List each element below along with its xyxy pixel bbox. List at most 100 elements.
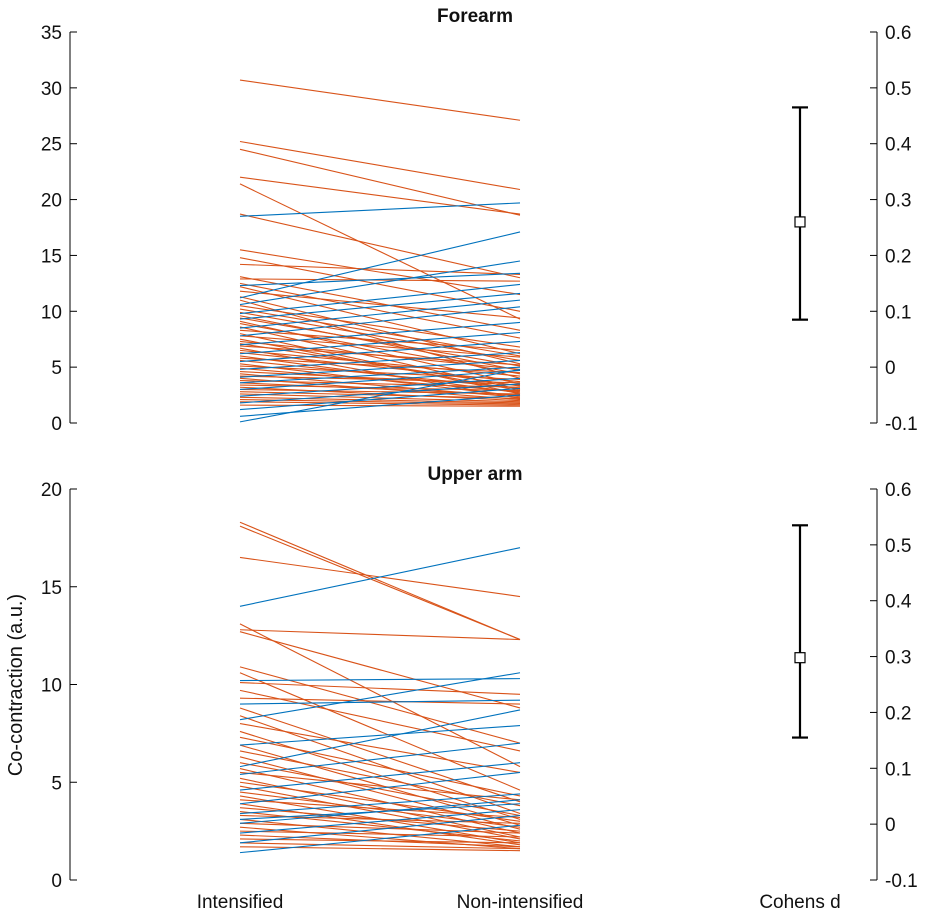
forearm-right-ticks: -0.1 0 0.1 0.2 0.3 0.4 0.5 0.6 bbox=[870, 23, 918, 435]
forearm-subject-line-decrease bbox=[239, 349, 521, 377]
upper-arm-subject-line-decrease bbox=[239, 672, 521, 791]
forearm-subject-line-decrease bbox=[239, 249, 521, 296]
forearm-ytick-label: 10 bbox=[41, 302, 62, 323]
forearm-subject-line-increase bbox=[239, 387, 521, 411]
upper-arm-y2tick-label: 0.2 bbox=[885, 703, 911, 724]
forearm-subject-line-decrease bbox=[239, 343, 521, 387]
upper-arm-subject-line-increase bbox=[239, 803, 521, 820]
upper-arm-series bbox=[239, 521, 521, 854]
forearm-left-ticks: 0 5 10 15 20 25 30 35 bbox=[41, 23, 77, 435]
upper-arm-subject-line-increase bbox=[239, 672, 521, 721]
forearm-y2tick-label: 0.2 bbox=[885, 246, 911, 267]
upper-arm-subject-line-increase bbox=[239, 709, 521, 768]
upper-arm-title: Upper arm bbox=[427, 464, 522, 485]
forearm-subject-line-increase bbox=[239, 321, 521, 346]
forearm-subject-line-increase bbox=[239, 359, 521, 378]
upper-arm-y2tick-label: 0.1 bbox=[885, 759, 911, 780]
forearm-subject-line-decrease bbox=[239, 379, 521, 388]
upper-arm-left-ticks: 0 5 10 15 20 bbox=[41, 480, 77, 892]
forearm-subject-line-increase bbox=[239, 331, 521, 355]
forearm-y2tick-label: 0.3 bbox=[885, 191, 911, 212]
forearm-panel: Forearm 0 5 10 15 20 25 30 35 -0.1 0 0.1 0.2 0.3 0.4… bbox=[41, 6, 918, 435]
upper-arm-subject-line-increase bbox=[239, 725, 521, 746]
forearm-subject-line-increase bbox=[239, 369, 521, 391]
upper-arm-subject-line-decrease bbox=[239, 846, 521, 852]
forearm-subject-line-decrease bbox=[239, 311, 521, 361]
forearm-ytick-label: 5 bbox=[51, 358, 62, 379]
upper-arm-subject-line-decrease bbox=[239, 631, 521, 709]
upper-arm-subject-line-decrease bbox=[239, 723, 521, 774]
forearm-subject-line-decrease bbox=[239, 290, 521, 319]
forearm-ytick-label: 25 bbox=[41, 135, 62, 156]
upper-arm-ytick-label: 0 bbox=[51, 871, 62, 892]
forearm-subject-line-decrease bbox=[239, 213, 521, 279]
upper-arm-subject-line-decrease bbox=[239, 842, 521, 850]
upper-arm-y2tick-label: 0.3 bbox=[885, 648, 911, 669]
upper-arm-y2tick-label: -0.1 bbox=[885, 871, 918, 892]
upper-arm-effect-marker bbox=[794, 652, 806, 664]
y-axis-label: Co-contraction (a.u.) bbox=[5, 594, 27, 776]
forearm-effect-size bbox=[792, 106, 808, 321]
upper-arm-effect-size bbox=[792, 524, 808, 739]
forearm-ytick-label: 15 bbox=[41, 246, 62, 267]
upper-arm-subject-line-decrease bbox=[239, 666, 521, 744]
upper-arm-subject-line-decrease bbox=[239, 791, 521, 828]
upper-arm-subject-line-increase bbox=[239, 547, 521, 607]
forearm-subject-line-increase bbox=[239, 231, 521, 299]
forearm-subject-line-decrease bbox=[239, 371, 521, 386]
forearm-series bbox=[239, 79, 521, 423]
upper-arm-y2tick-label: 0.6 bbox=[885, 480, 911, 501]
upper-arm-y2tick-label: 0.5 bbox=[885, 536, 911, 557]
forearm-subject-line-increase bbox=[239, 366, 521, 384]
x-label-cohens-d: Cohens d bbox=[759, 892, 840, 913]
forearm-y2tick-label: 0.1 bbox=[885, 302, 911, 323]
upper-arm-subject-line-decrease bbox=[239, 629, 521, 641]
upper-arm-subject-line-decrease bbox=[239, 521, 521, 641]
forearm-subject-line-decrease bbox=[239, 365, 521, 380]
forearm-subject-line-decrease bbox=[239, 398, 521, 405]
upper-arm-subject-line-decrease bbox=[239, 799, 521, 818]
upper-arm-subject-line-decrease bbox=[239, 771, 521, 801]
forearm-subject-line-increase bbox=[239, 299, 521, 329]
upper-arm-subject-line-decrease bbox=[239, 838, 521, 844]
forearm-subject-line-decrease bbox=[239, 308, 521, 357]
forearm-subject-line-decrease bbox=[239, 263, 521, 275]
forearm-title: Forearm bbox=[437, 6, 513, 27]
upper-arm-subject-line-decrease bbox=[239, 689, 521, 752]
forearm-y2tick-label: 0.5 bbox=[885, 79, 911, 100]
upper-arm-subject-line-decrease bbox=[239, 525, 521, 641]
forearm-y2tick-label: 0.6 bbox=[885, 23, 911, 44]
upper-arm-subject-line-decrease bbox=[239, 830, 521, 838]
forearm-ytick-label: 35 bbox=[41, 23, 62, 44]
forearm-subject-line-decrease bbox=[239, 396, 521, 404]
forearm-subject-line-increase bbox=[239, 202, 521, 217]
forearm-subject-line-decrease bbox=[239, 345, 521, 366]
forearm-subject-line-decrease bbox=[239, 305, 521, 348]
forearm-subject-line-increase bbox=[239, 272, 521, 287]
upper-arm-ytick-label: 10 bbox=[41, 676, 62, 697]
upper-arm-right-ticks: -0.1 0 0.1 0.2 0.3 0.4 0.5 0.6 bbox=[870, 480, 918, 892]
x-label-intensified: Intensified bbox=[197, 892, 284, 913]
upper-arm-subject-line-decrease bbox=[239, 750, 521, 807]
forearm-subject-line-increase bbox=[239, 368, 521, 423]
forearm-ytick-label: 30 bbox=[41, 79, 62, 100]
upper-arm-subject-line-increase bbox=[239, 762, 521, 791]
upper-arm-ytick-label: 15 bbox=[41, 578, 62, 599]
forearm-subject-line-decrease bbox=[239, 176, 521, 215]
upper-arm-subject-line-decrease bbox=[239, 697, 521, 705]
upper-arm-subject-line-increase bbox=[239, 742, 521, 775]
forearm-subject-line-decrease bbox=[239, 257, 521, 312]
forearm-y2tick-label: 0.4 bbox=[885, 135, 912, 156]
upper-arm-ytick-label: 20 bbox=[41, 480, 62, 501]
forearm-ytick-label: 20 bbox=[41, 191, 62, 212]
forearm-subject-line-decrease bbox=[239, 140, 521, 191]
forearm-subject-line-increase bbox=[239, 352, 521, 370]
upper-arm-subject-line-decrease bbox=[239, 681, 521, 695]
upper-arm-subject-line-decrease bbox=[239, 730, 521, 820]
upper-arm-subject-line-decrease bbox=[239, 756, 521, 830]
upper-arm-subject-line-increase bbox=[239, 814, 521, 844]
forearm-subject-line-increase bbox=[239, 260, 521, 306]
forearm-subject-line-decrease bbox=[239, 286, 521, 355]
forearm-subject-line-decrease bbox=[239, 79, 521, 121]
